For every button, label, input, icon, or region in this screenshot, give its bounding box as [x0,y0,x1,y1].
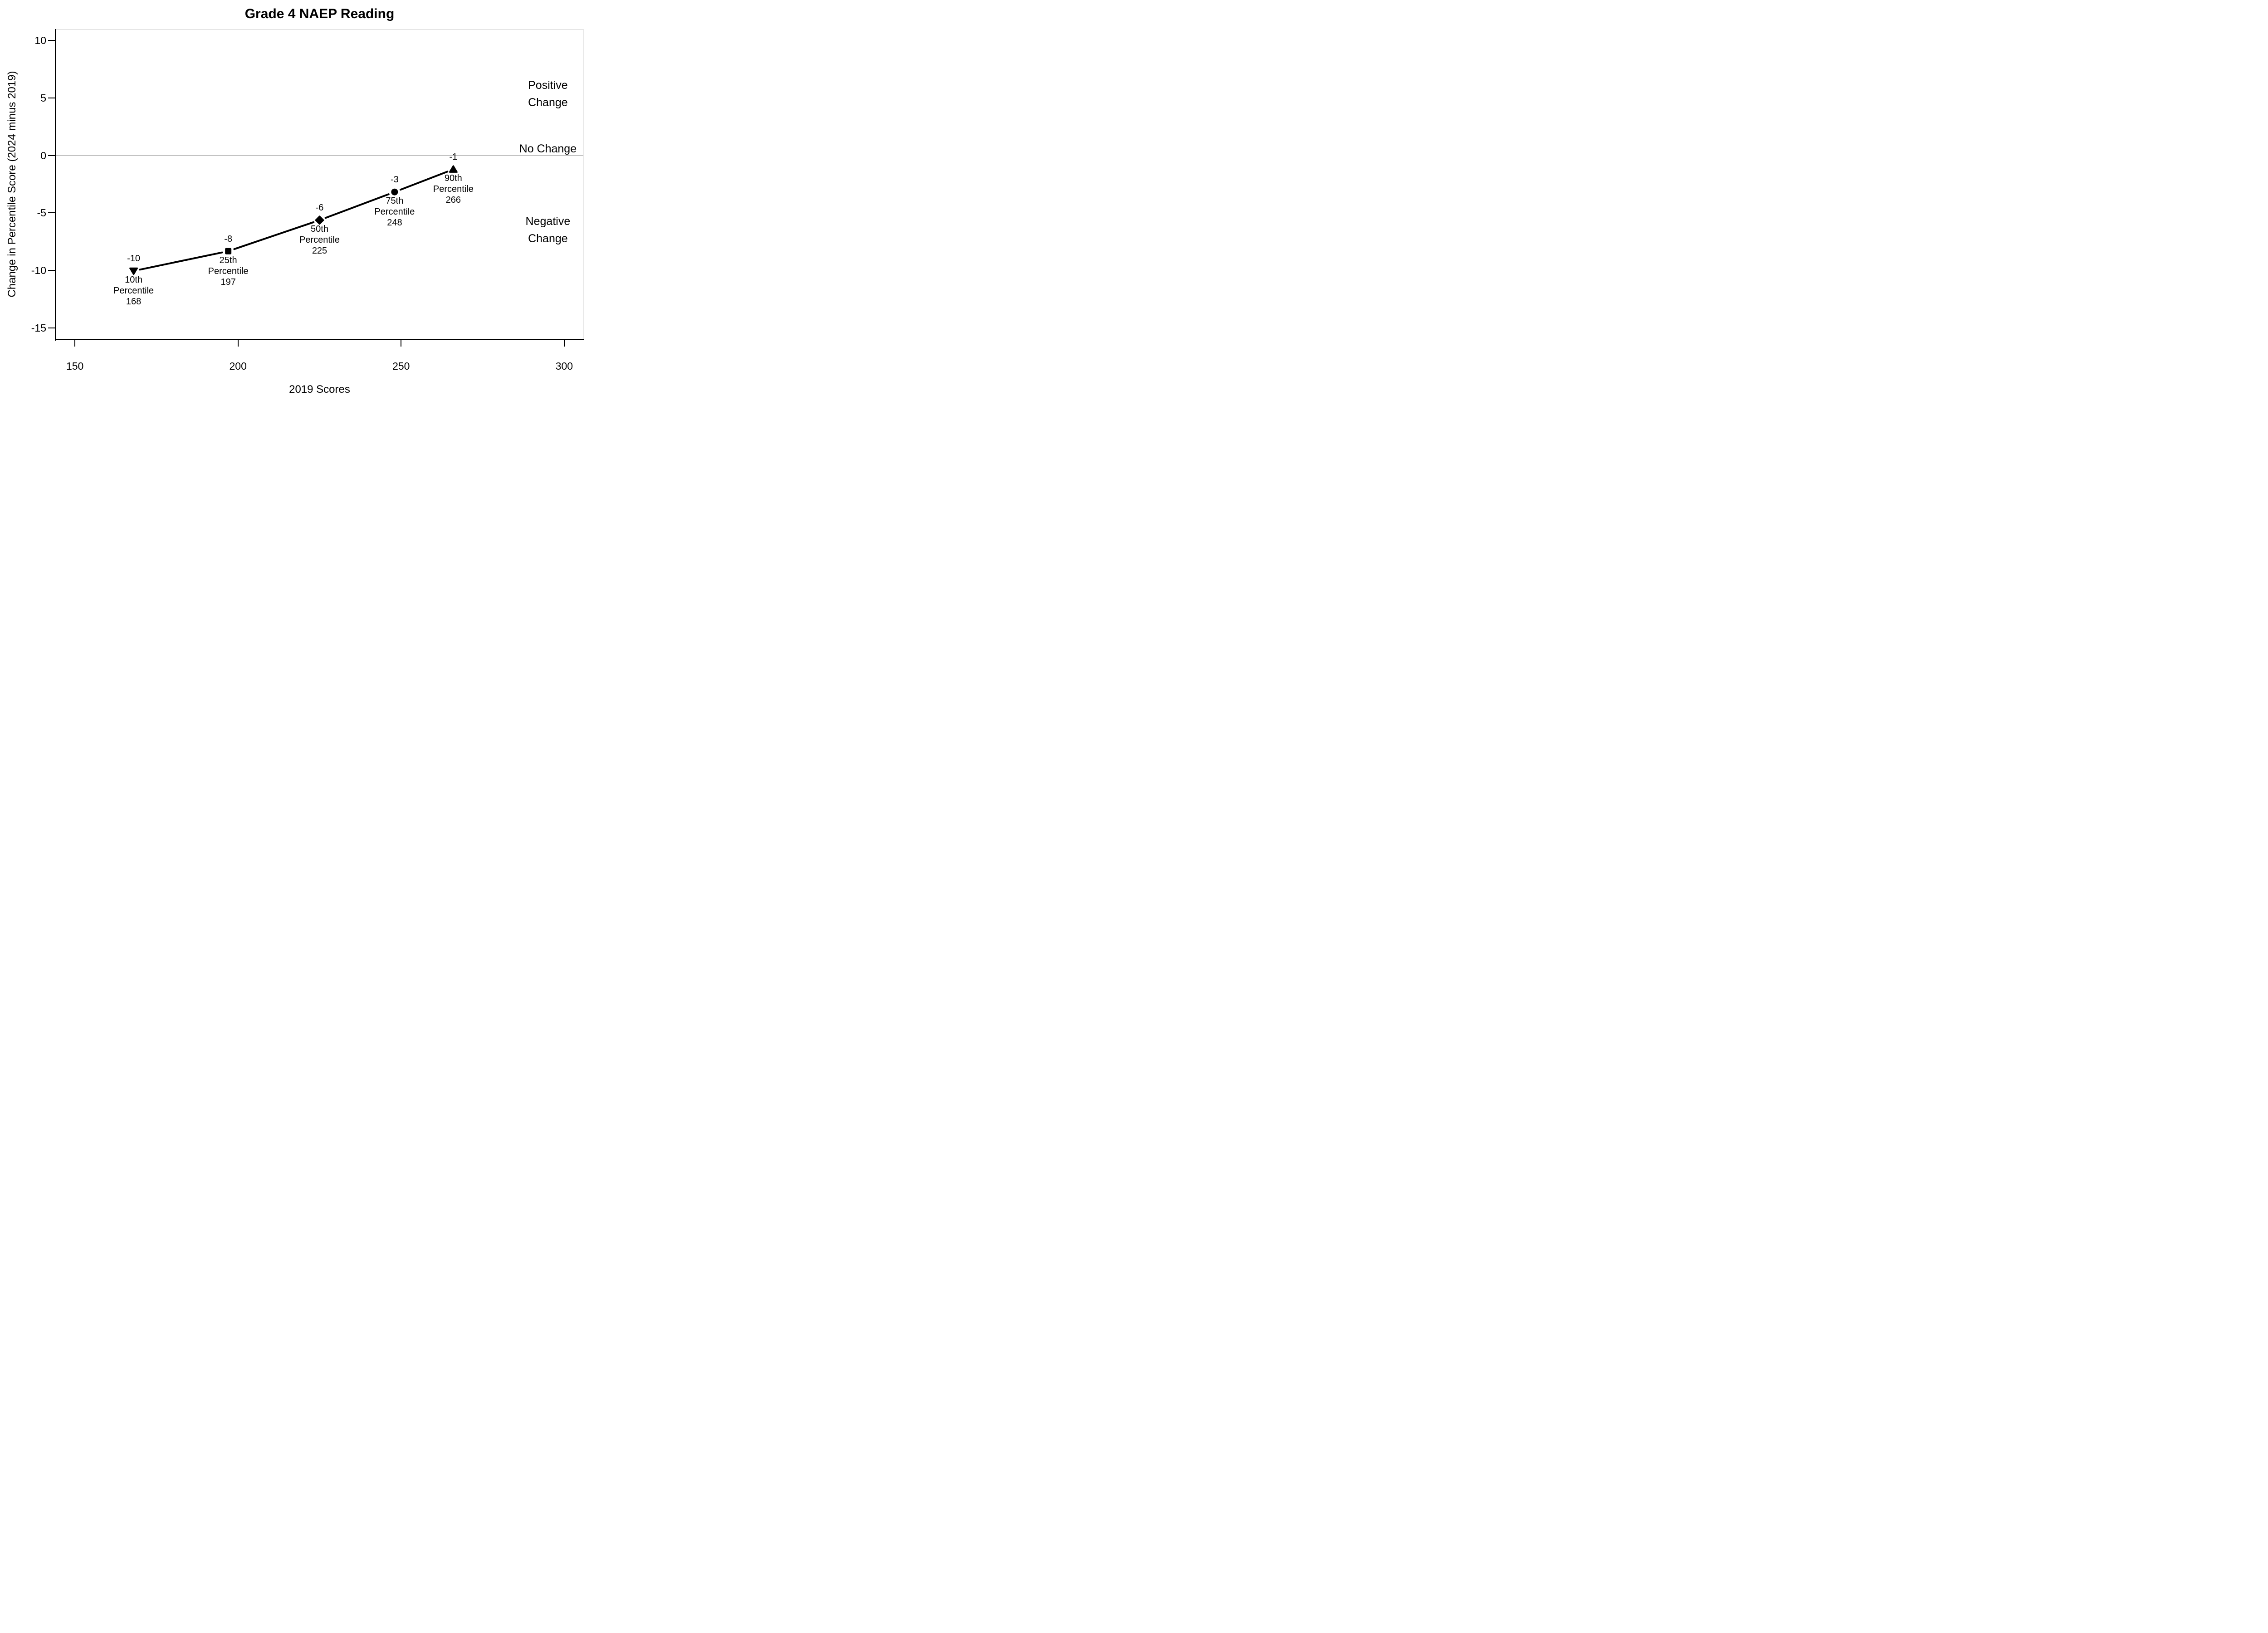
panel-border-right [583,29,584,339]
square-marker [225,248,232,254]
zero-reference-line [56,155,583,156]
point-percentile-label-line: Percentile [433,184,474,195]
trend-line-segment [324,193,390,219]
x-tick-label: 150 [66,360,84,372]
trend-line-segment [233,221,315,250]
x-tick-mark [237,340,239,347]
y-tick-label: 10 [34,34,46,47]
point-percentile-label-line: 90th [444,173,462,184]
y-tick-mark [48,155,55,156]
annotation-line: No Change [519,142,577,155]
y-tick-label: -10 [31,264,46,276]
y-tick-label: 0 [40,149,46,161]
annotation-line: Negative [525,215,571,228]
point-percentile-label-line: 10th [125,275,143,285]
point-percentile-label-line: Percentile [299,235,340,245]
point-percentile-label-line: 25th [219,255,237,265]
chart-title: Grade 4 NAEP Reading [244,6,395,21]
x-tick-mark [74,340,76,347]
diamond-marker [315,215,324,225]
trend-line-segment [399,171,449,191]
annotation-positive-change: Positive Change [498,77,598,111]
point-percentile-label-line: 197 [220,277,236,287]
annotation-no-change: No Change [498,140,598,157]
point-percentile-label: 90th Percentile 266 [421,173,485,205]
point-percentile-label-line: 50th [311,224,328,235]
annotation-negative-change: Negative Change [498,213,598,247]
x-tick-mark [563,340,565,347]
annotation-line: Positive [528,79,568,92]
point-percentile-label-line: 225 [312,246,327,256]
y-axis-title: Change in Percentile Score (2024 minus 2… [6,71,18,298]
x-axis-line [54,339,584,340]
triangle-down-marker [129,267,138,275]
y-axis-line [54,29,56,341]
point-percentile-label-line: Percentile [208,266,249,276]
triangle-up-marker [449,165,458,173]
x-tick-label: 300 [555,360,573,372]
annotation-line: Change [528,232,568,245]
trend-line-segment [139,251,223,271]
point-percentile-label-line: Percentile [113,286,154,296]
point-percentile-label-line: Percentile [374,207,415,217]
point-change-label: -8 [224,234,233,244]
annotation-line: Change [528,96,568,109]
point-change-label: -3 [390,175,399,185]
point-percentile-label: 75th Percentile 248 [363,196,426,228]
point-percentile-label-line: 75th [386,196,404,206]
panel-border-top [55,29,584,30]
x-axis-title: 2019 Scores [289,383,350,396]
y-tick-mark [48,212,55,214]
point-change-label: -10 [127,254,141,264]
y-tick-label: -5 [37,207,46,219]
point-percentile-label: 25th Percentile 197 [196,255,260,288]
circle-marker [391,188,398,196]
data-line-and-markers [129,165,458,275]
point-percentile-label-line: 168 [126,297,142,307]
point-percentile-label: 10th Percentile 168 [102,274,166,307]
figure-grade4-naep-reading: Grade 4 NAEP Reading 10 5 0 -5 -10 -15 150 200 2… [0,0,612,408]
point-percentile-label-line: 266 [445,195,461,205]
x-tick-label: 250 [392,360,410,372]
y-tick-mark [48,270,55,271]
y-tick-label: 5 [40,92,46,104]
y-tick-label: -15 [31,322,46,334]
point-change-label: -6 [315,203,324,213]
labels-layer: -10 10th Percentile 168 -8 25th Percentile 197-… [55,29,584,339]
y-tick-mark [48,40,55,41]
point-percentile-label: 50th Percentile 225 [288,224,352,256]
point-change-label: -1 [449,152,458,162]
x-tick-label: 200 [229,360,247,372]
point-percentile-label-line: 248 [387,218,402,228]
